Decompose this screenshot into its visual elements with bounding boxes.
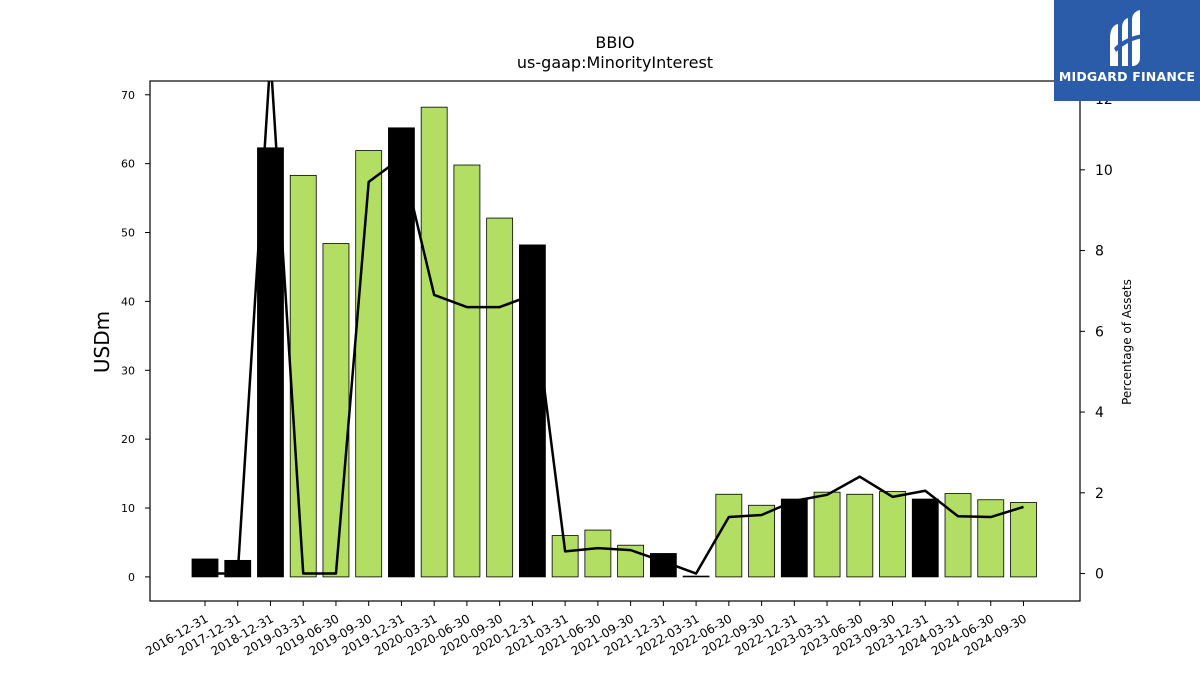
- bar-2020-06-30: [453, 164, 481, 578]
- bar-2024-06-30: [977, 499, 1005, 578]
- y2-tick-label: 4: [1095, 405, 1104, 421]
- y2-axis-label: Percentage of Assets: [1120, 279, 1134, 405]
- bar-2024-09-30: [1010, 502, 1037, 578]
- bar-2023-06-30: [846, 493, 874, 578]
- y-tick-label: 70: [121, 89, 135, 102]
- logo-text: MIDGARD FINANCE: [1058, 69, 1196, 84]
- percentage-of-assets-line: [205, 81, 1024, 575]
- logo-mark-icon: [1110, 10, 1144, 66]
- midgard-finance-logo: MIDGARD FINANCE: [1054, 0, 1200, 101]
- chart-subtitle: us-gaap:MinorityInterest: [517, 53, 713, 72]
- bar-2018-12-31: [257, 147, 284, 578]
- bar-2023-09-30: [879, 491, 906, 578]
- y2-tick-label: 2: [1095, 486, 1104, 502]
- bar-2022-12-31: [780, 498, 808, 578]
- y2-tick-label: 0: [1095, 567, 1104, 583]
- bar-2019-09-30: [355, 150, 383, 578]
- line-layer: [205, 81, 1024, 575]
- bar-2019-03-31: [289, 174, 317, 578]
- bars-layer: [191, 106, 1037, 578]
- bar-2022-09-30: [748, 504, 775, 578]
- y-tick-label: 0: [128, 571, 135, 584]
- plot-frame: [149, 80, 1081, 602]
- bar-2020-09-30: [486, 217, 514, 578]
- y-tick-label: 30: [121, 364, 135, 377]
- y2-tick-label: 6: [1095, 324, 1104, 340]
- bar-2019-12-31: [388, 127, 415, 578]
- chart-title: BBIO: [595, 33, 634, 52]
- bar-2020-03-31: [420, 106, 448, 578]
- y2-tick-label: 8: [1095, 244, 1104, 260]
- y-tick-label: 20: [121, 433, 135, 446]
- y-axis-label: USDm: [90, 311, 114, 373]
- bar-2023-12-31: [911, 498, 939, 578]
- y-tick-label: 10: [121, 502, 135, 515]
- bar-2022-06-30: [715, 493, 743, 578]
- bar-2024-03-31: [944, 493, 972, 578]
- y-tick-label: 60: [121, 158, 135, 171]
- bar-2022-03-31: [682, 575, 710, 578]
- y-tick-label: 40: [121, 295, 135, 308]
- y-tick-label: 50: [121, 227, 135, 240]
- bar-2023-03-31: [813, 491, 841, 578]
- bar-2019-06-30: [322, 243, 350, 578]
- y2-tick-label: 10: [1095, 163, 1113, 179]
- bar-2021-06-30: [584, 529, 612, 578]
